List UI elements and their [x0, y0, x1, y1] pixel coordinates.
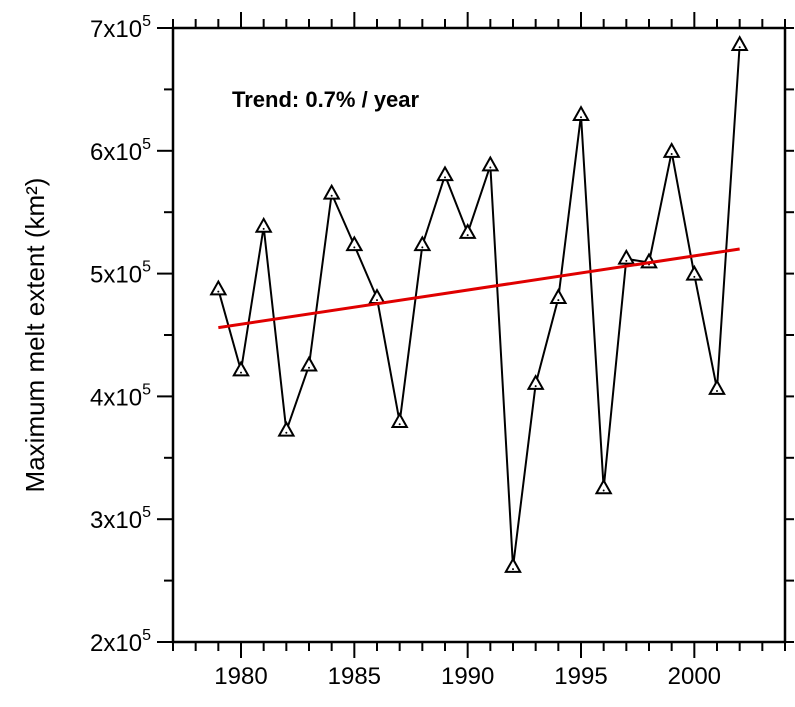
- data-point-dot: [693, 275, 696, 278]
- y-tick-label: 4x105: [90, 381, 151, 411]
- data-point-marker: [413, 235, 432, 252]
- data-point-dot: [240, 371, 242, 374]
- data-point-marker: [708, 378, 726, 395]
- data-point-dot: [716, 390, 718, 393]
- y-tick-label: 2x105: [90, 627, 151, 657]
- data-point-marker: [232, 360, 250, 377]
- data-point-dot: [444, 176, 446, 179]
- y-axis-label: Maximum melt extent (km²): [20, 178, 50, 493]
- data-point-dot: [625, 259, 628, 262]
- data-point-dot: [262, 227, 265, 230]
- data-point-marker: [254, 216, 273, 233]
- data-point-dot: [376, 299, 378, 302]
- data-point-marker: [345, 235, 364, 252]
- series-line: [217, 45, 741, 568]
- trend-line: [218, 247, 740, 330]
- data-point-dot: [512, 568, 514, 571]
- data-point-dot: [738, 46, 741, 49]
- trend-annotation: Trend: 0.7% / year: [232, 87, 420, 112]
- data-point-dot: [308, 366, 310, 369]
- data-point-dot: [580, 116, 582, 119]
- data-point-marker: [572, 105, 590, 121]
- data-point-dot: [217, 290, 220, 293]
- data-point-dot: [353, 246, 356, 249]
- x-tick-label: 1995: [554, 663, 607, 690]
- data-point-marker: [209, 279, 228, 296]
- data-point-marker: [594, 478, 613, 495]
- data-point-dot: [466, 234, 469, 237]
- data-point-dot: [534, 385, 537, 388]
- trend-layer: [218, 247, 740, 330]
- data-point-marker: [526, 374, 545, 390]
- data-point-marker: [277, 420, 296, 437]
- data-point-marker: [481, 155, 500, 172]
- data-point-dot: [557, 299, 560, 302]
- data-point-dot: [602, 489, 605, 492]
- series-layer: [209, 35, 749, 573]
- data-point-dot: [398, 423, 401, 426]
- x-tick-label: 2000: [668, 663, 721, 690]
- data-point-marker: [458, 223, 477, 239]
- data-point-dot: [421, 246, 424, 249]
- axis-ticks: [157, 12, 794, 658]
- y-tick-labels: 2x105 3x105 4x105 5x105 6x105 7x105: [90, 13, 151, 657]
- data-point-marker: [504, 557, 522, 573]
- data-point-marker: [322, 183, 341, 200]
- x-tick-label: 1980: [214, 663, 267, 690]
- data-point-marker: [617, 248, 636, 265]
- data-point-dot: [489, 166, 492, 169]
- data-point-marker: [730, 35, 749, 51]
- x-tick-labels: 1980 1985 1990 1995 2000: [214, 663, 721, 690]
- y-tick-label: 6x105: [90, 136, 151, 166]
- data-point-marker: [300, 355, 318, 372]
- plot-frame: [171, 26, 787, 644]
- x-tick-label: 1985: [328, 663, 381, 690]
- data-point-marker: [390, 412, 409, 428]
- data-point-marker: [549, 288, 568, 304]
- data-point-dot: [285, 431, 288, 434]
- data-point-marker: [662, 141, 681, 158]
- y-tick-label: 7x105: [90, 13, 151, 43]
- x-tick-label: 1990: [441, 663, 494, 690]
- data-point-marker: [685, 264, 704, 281]
- y-tick-label: 3x105: [90, 504, 151, 534]
- data-point-marker: [436, 165, 454, 182]
- data-point-dot: [330, 194, 333, 197]
- y-tick-label: 5x105: [90, 259, 151, 289]
- data-point-dot: [670, 153, 673, 156]
